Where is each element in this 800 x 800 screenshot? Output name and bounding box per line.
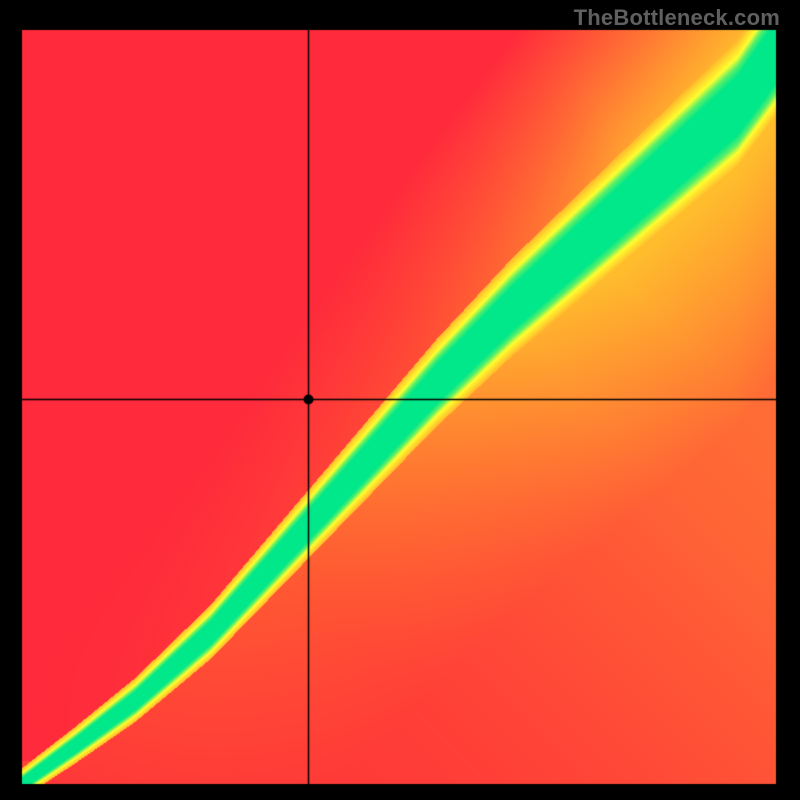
watermark-text: TheBottleneck.com [574, 5, 780, 31]
plot-container: TheBottleneck.com [0, 0, 800, 800]
bottleneck-heatmap [0, 0, 800, 800]
